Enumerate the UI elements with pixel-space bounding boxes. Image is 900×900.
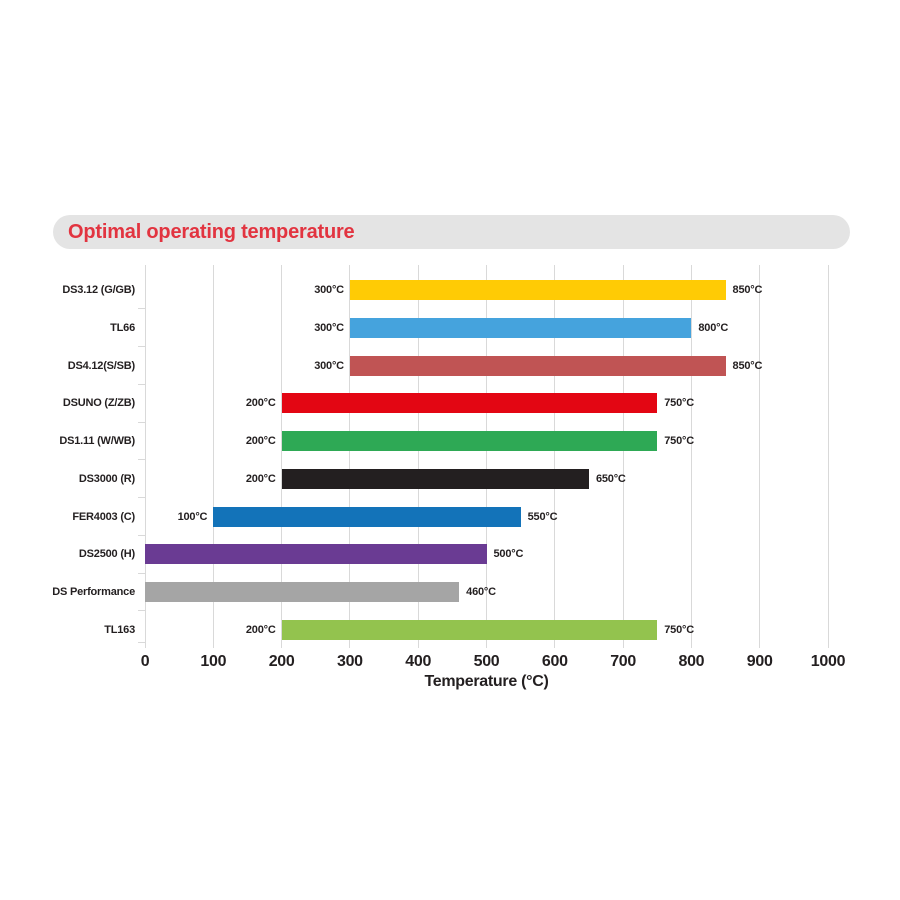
y-axis-tick — [138, 459, 145, 461]
gridline — [281, 265, 283, 648]
bar — [349, 280, 726, 300]
bar-start-value: 300°C — [314, 321, 344, 334]
bar-start-value: 200°C — [245, 472, 276, 485]
gridline — [212, 265, 214, 648]
category-label: DS Performance — [52, 586, 135, 598]
gridline — [144, 265, 146, 648]
bar-end-value: 750°C — [664, 435, 694, 447]
bar — [349, 355, 726, 376]
bar-end-value: 850°C — [732, 359, 763, 372]
y-axis-tick — [138, 346, 145, 348]
x-tick-label: 1000 — [810, 653, 846, 670]
x-tick-label: 0 — [140, 653, 150, 670]
bar-start-value: 200°C — [245, 397, 276, 410]
gridline — [486, 265, 487, 648]
x-axis-title: Temperature (°C) — [424, 673, 549, 690]
y-axis-tick — [138, 534, 145, 536]
x-tick-label: 900 — [746, 653, 773, 670]
bar-end-value: 750°C — [664, 397, 694, 410]
category-label: TL163 — [104, 623, 135, 636]
x-tick-label: 800 — [678, 653, 705, 670]
chart-title-banner: Optimal operating temperature — [53, 215, 850, 249]
bar-end-value: 550°C — [527, 510, 558, 523]
bar — [145, 544, 487, 565]
category-label: DS3000 (R) — [78, 472, 135, 485]
x-tick-label: 100 — [200, 653, 227, 670]
bar-end-value: 750°C — [664, 623, 694, 636]
gridline — [349, 265, 351, 648]
bar-end-value: 500°C — [493, 548, 524, 561]
bar — [281, 393, 658, 414]
y-axis-tick — [138, 308, 145, 310]
gridline — [554, 265, 556, 648]
category-label: DSUNO (Z/ZB) — [62, 397, 135, 410]
category-label: DS1.11 (W/WB) — [59, 435, 135, 447]
y-axis-tick — [138, 642, 145, 643]
x-tick-label: 500 — [473, 653, 500, 670]
bar-start-value: 300°C — [314, 359, 344, 372]
gridline — [622, 265, 624, 648]
bar — [349, 317, 692, 338]
y-axis-tick — [138, 421, 145, 423]
y-axis-tick — [138, 572, 145, 574]
bar-start-value: 200°C — [245, 435, 276, 447]
x-tick-label: 600 — [541, 653, 568, 670]
y-axis-tick — [138, 497, 145, 499]
x-tick-label: 200 — [268, 653, 295, 670]
bar — [281, 468, 589, 489]
bar-start-value: 100°C — [177, 510, 208, 523]
bar-end-value: 650°C — [595, 472, 626, 485]
bar-end-value: 460°C — [466, 586, 496, 598]
gridline — [417, 265, 419, 648]
x-tick-label: 300 — [336, 653, 363, 670]
category-label: DS4.12(S/SB) — [67, 359, 135, 372]
bar-end-value: 850°C — [732, 284, 763, 296]
gridline — [759, 265, 761, 648]
category-label: TL66 — [110, 321, 135, 334]
category-label: DS2500 (H) — [78, 548, 135, 561]
gridline — [827, 265, 829, 648]
y-axis-tick — [138, 383, 145, 385]
bar — [145, 582, 460, 602]
category-label: FER4003 (C) — [72, 510, 135, 523]
bar-end-value: 800°C — [698, 321, 729, 334]
bar — [281, 619, 658, 640]
bar-start-value: 200°C — [245, 623, 276, 636]
bar-start-value: 300°C — [314, 284, 344, 296]
x-tick-label: 400 — [405, 653, 432, 670]
y-axis-tick — [138, 610, 145, 612]
chart-title: Optimal operating temperature — [68, 220, 355, 243]
category-label: DS3.12 (G/GB) — [62, 284, 135, 296]
bar — [281, 431, 658, 451]
x-tick-label: 700 — [610, 653, 636, 670]
bar — [213, 506, 521, 527]
gridline — [690, 265, 692, 648]
